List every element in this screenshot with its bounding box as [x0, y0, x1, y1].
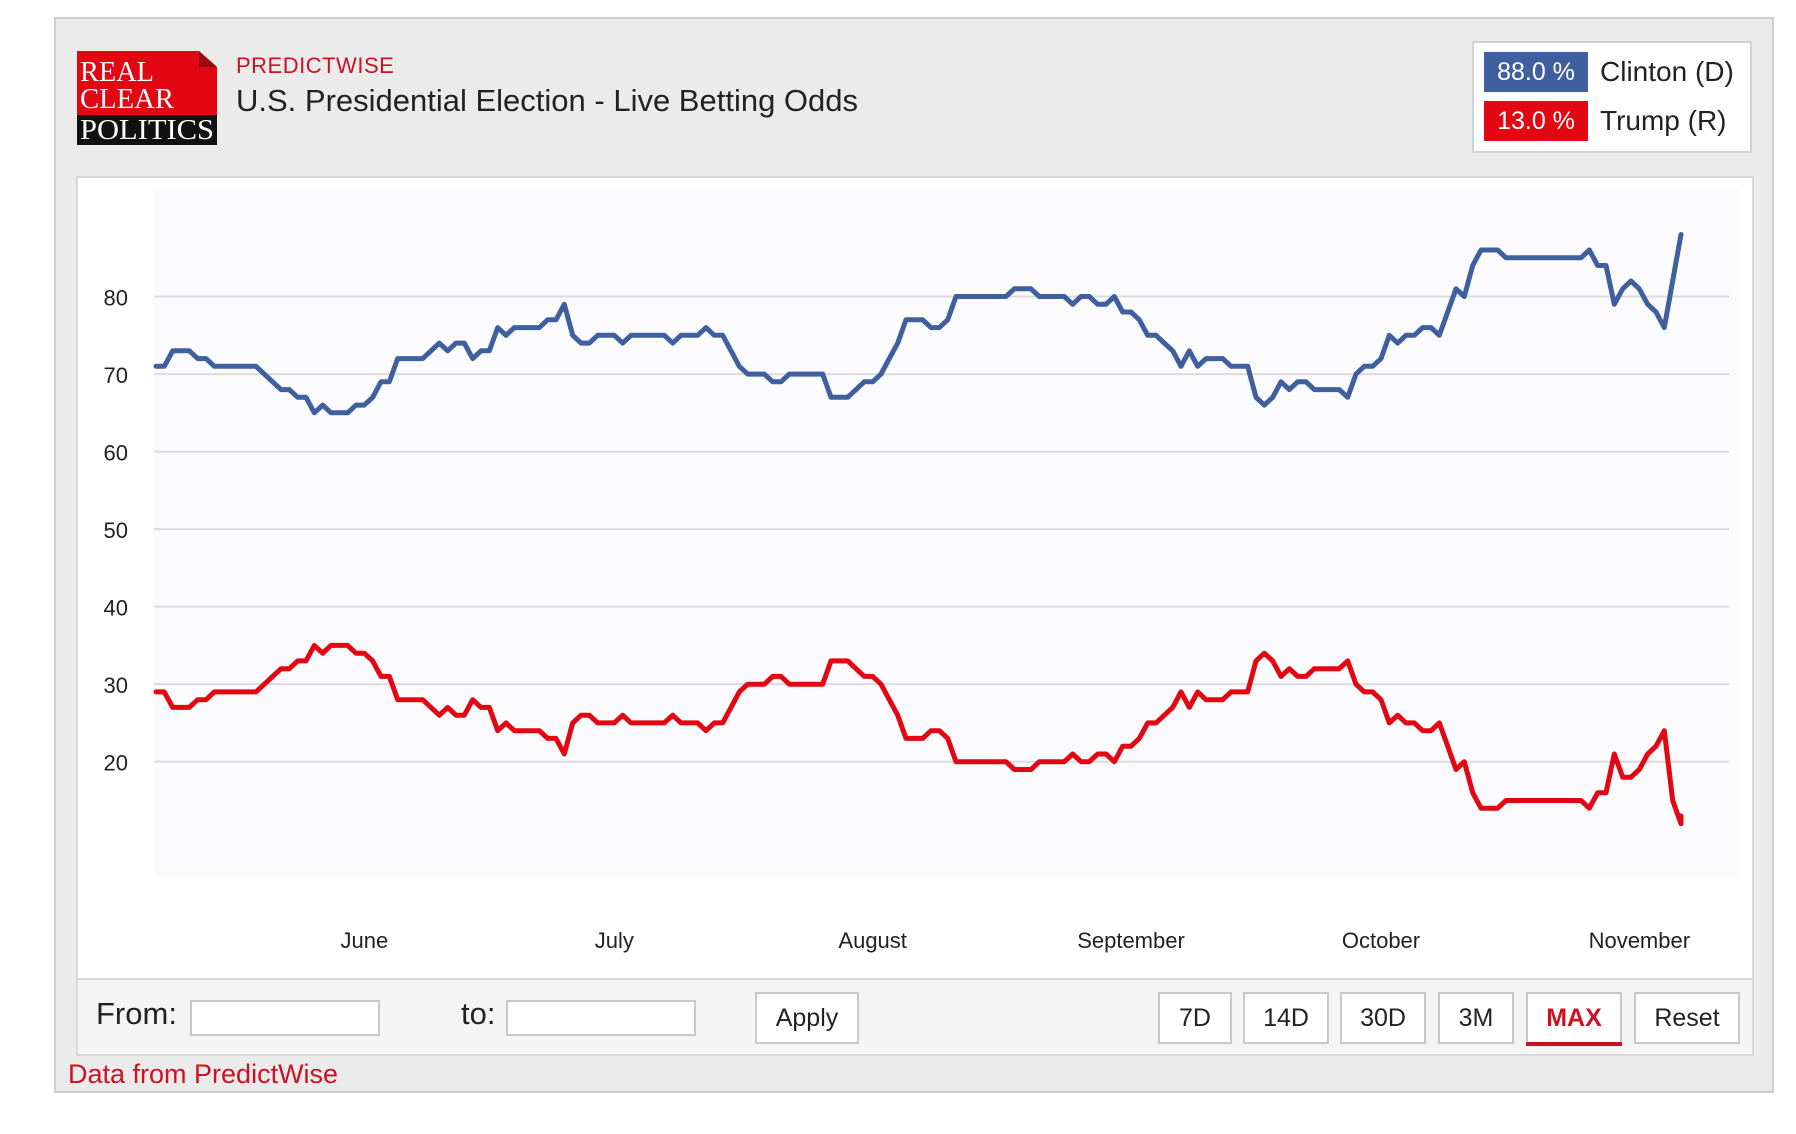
realclearpolitics-logo: REAL CLEAR POLITICS — [77, 51, 217, 145]
legend-item-trump: 13.0 % Trump (R) — [1484, 101, 1727, 141]
plot-background — [154, 188, 1739, 878]
logo-line-2: CLEAR — [80, 83, 175, 115]
source-label: PREDICTWISE — [236, 53, 395, 78]
y-tick-label-60: 60 — [104, 441, 128, 466]
from-label: From: — [96, 996, 177, 1031]
range-7d-button[interactable]: 7D — [1158, 992, 1232, 1044]
clinton-odds-line — [153, 232, 1684, 416]
y-tick-label-70: 70 — [104, 363, 128, 388]
range-max-button[interactable]: MAX — [1526, 992, 1622, 1046]
x-tick-label-july: July — [595, 928, 634, 953]
y-axis-ticks: 20 30 40 50 60 70 80 — [104, 286, 128, 776]
trump-name: Trump (R) — [1600, 105, 1727, 136]
to-label: to: — [461, 996, 496, 1031]
y-tick-label-40: 40 — [104, 596, 128, 621]
x-tick-label-september: September — [1077, 928, 1185, 953]
apply-button[interactable]: Apply — [755, 992, 859, 1044]
trump-odds-line — [153, 642, 1684, 827]
current-odds-legend: 88.0 % Clinton (D) 13.0 % Trump (R) — [1472, 41, 1752, 153]
data-source-credit: Data from PredictWise — [68, 1059, 339, 1089]
series-lines — [153, 232, 1684, 827]
x-tick-label-october: October — [1342, 928, 1420, 953]
date-range-controls: From: to: Apply 7D 14D 30D 3M MAX Reset — [76, 980, 1754, 1056]
x-tick-label-june: June — [340, 928, 388, 953]
chart-area: 20 30 40 50 60 70 80 June July August September Oc… — [76, 176, 1754, 980]
from-date-input[interactable] — [190, 1000, 380, 1036]
clinton-odds-badge: 88.0 % — [1484, 52, 1588, 92]
clinton-name: Clinton (D) — [1600, 56, 1734, 87]
range-30d-button[interactable]: 30D — [1340, 992, 1426, 1044]
logo-line-1: REAL — [80, 56, 154, 88]
range-14d-button[interactable]: 14D — [1243, 992, 1329, 1044]
page-title: U.S. Presidential Election - Live Bettin… — [236, 83, 859, 118]
logo-black-band — [77, 115, 217, 145]
logo-fold — [199, 51, 217, 67]
odds-line-chart: 20 30 40 50 60 70 80 June July August September Oc… — [104, 188, 1739, 953]
y-tick-label-20: 20 — [104, 751, 128, 776]
logo-line-3: POLITICS — [80, 114, 214, 145]
y-tick-label-50: 50 — [104, 518, 128, 543]
x-axis-month-labels: June July August September October November — [340, 928, 1690, 953]
trump-odds-badge: 13.0 % — [1484, 101, 1588, 141]
x-tick-label-november: November — [1589, 928, 1690, 953]
to-date-input[interactable] — [506, 1000, 696, 1036]
betting-odds-widget: REAL CLEAR POLITICS PREDICTWISE U.S. Pre… — [54, 17, 1774, 1093]
reset-button[interactable]: Reset — [1634, 992, 1740, 1044]
x-tick-label-august: August — [838, 928, 907, 953]
range-3m-button[interactable]: 3M — [1438, 992, 1514, 1044]
y-tick-label-30: 30 — [104, 673, 128, 698]
y-tick-label-80: 80 — [104, 286, 128, 311]
legend-item-clinton: 88.0 % Clinton (D) — [1484, 52, 1734, 92]
